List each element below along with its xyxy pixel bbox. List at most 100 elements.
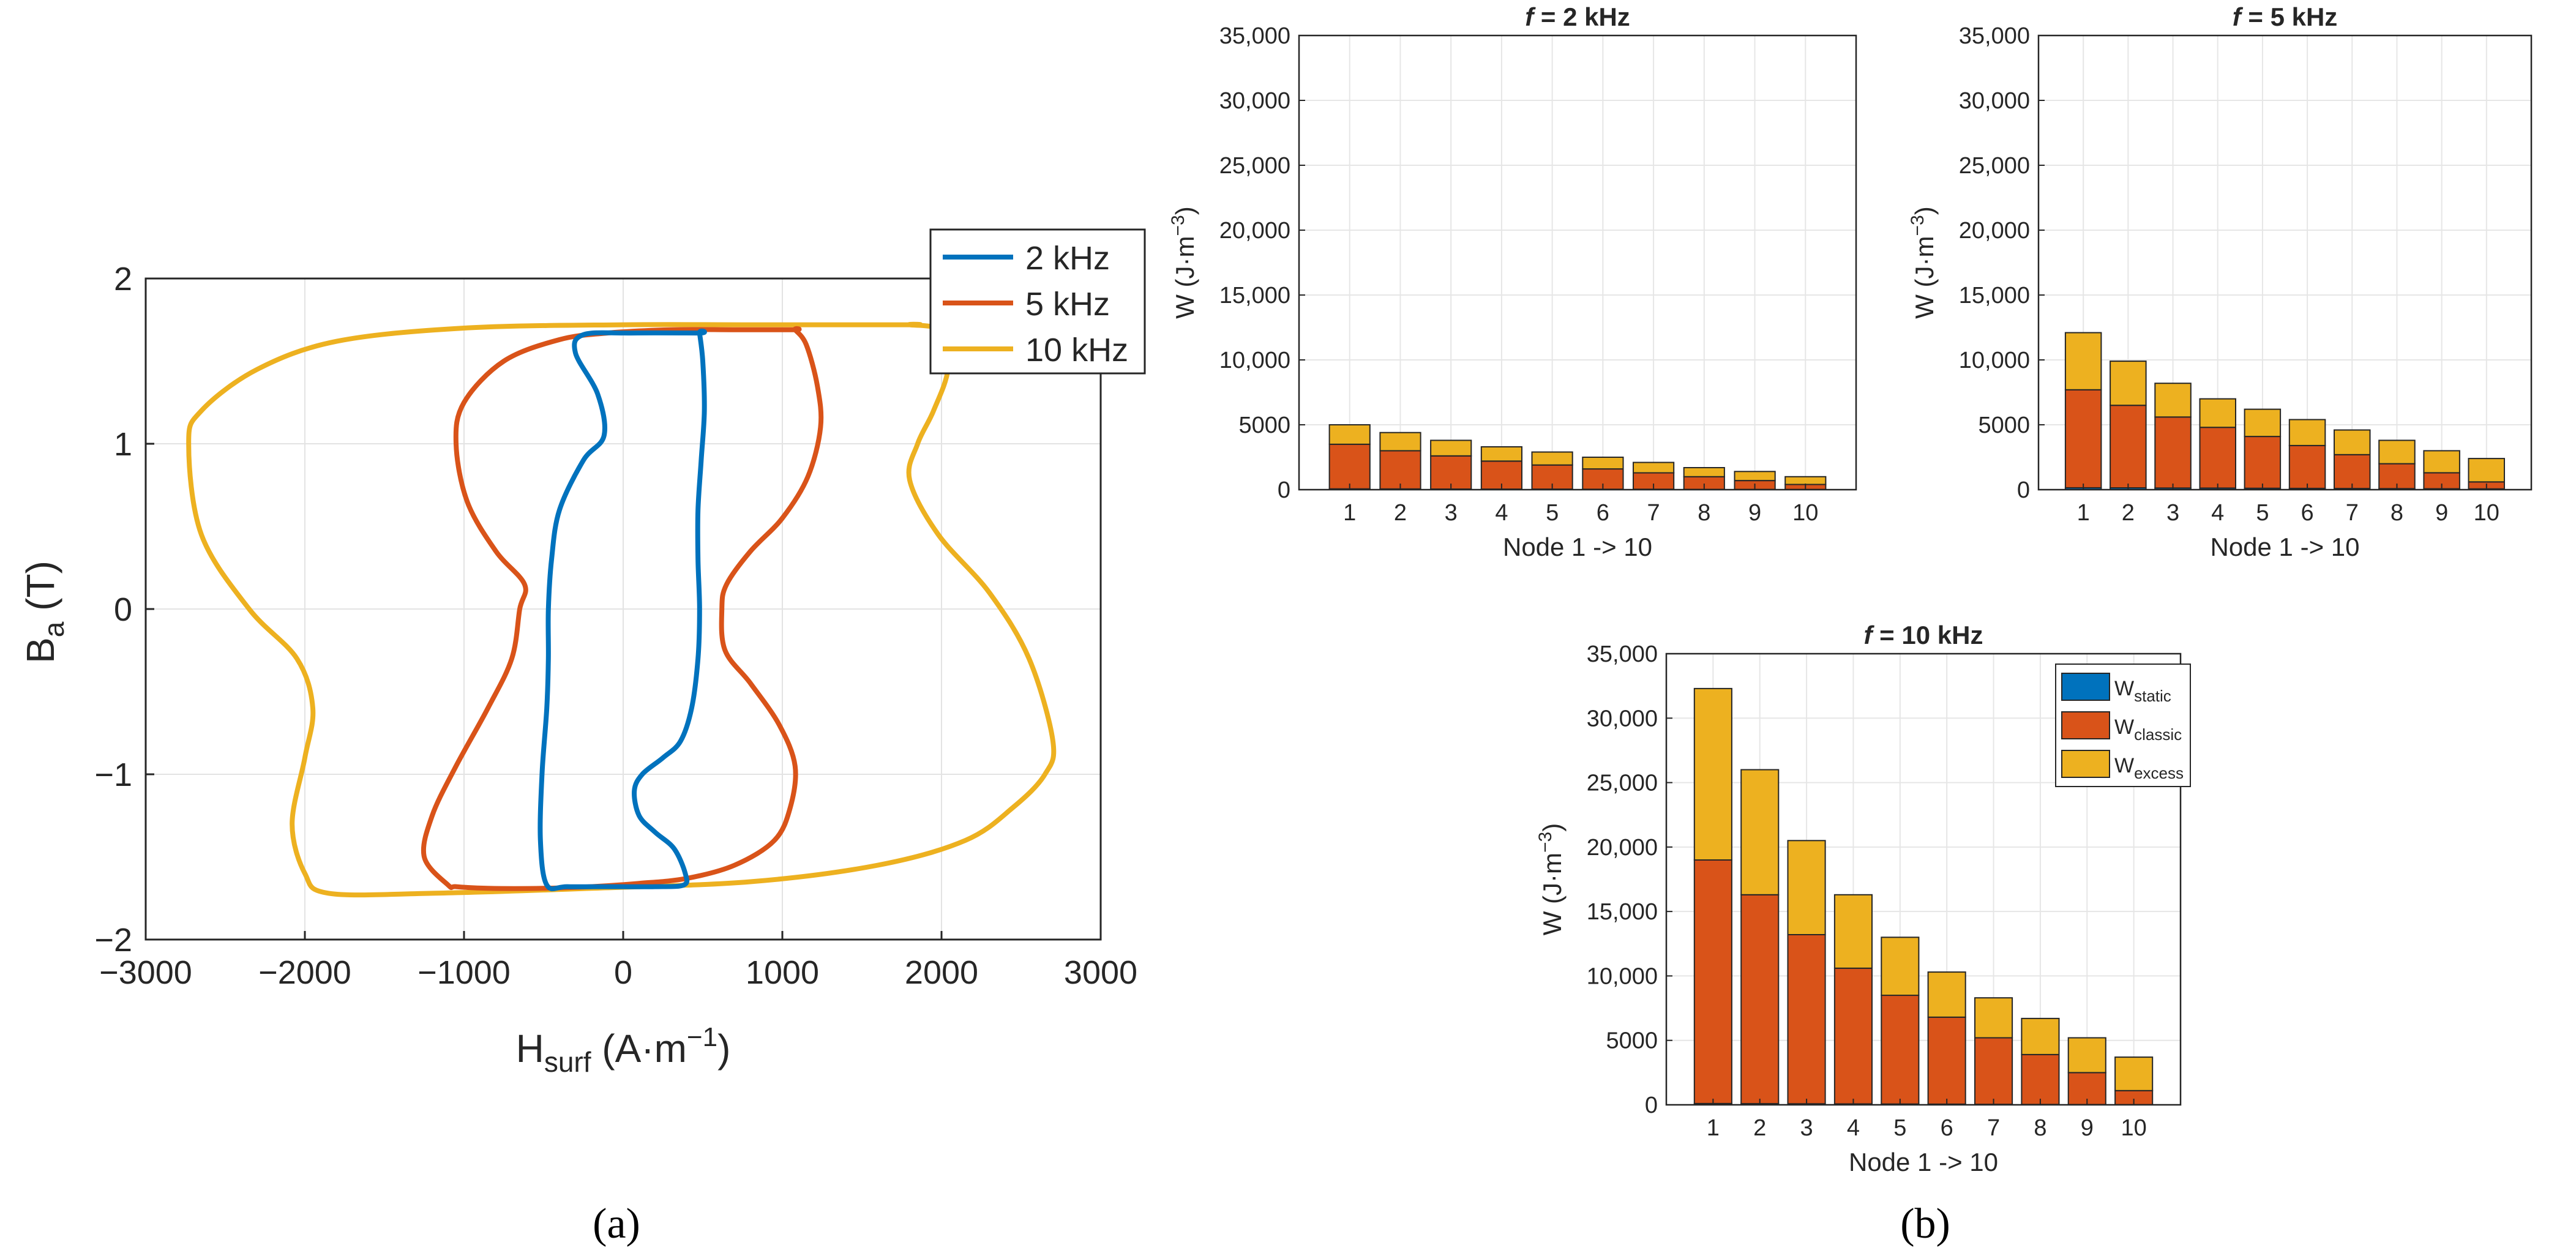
bar-w-classic-node-5 <box>1881 995 1920 1105</box>
bar-x-tick-label: 2 <box>1394 500 1407 526</box>
bar-y-tick-label: 35,000 <box>1219 23 1290 49</box>
bar-y-tick-label: 10,000 <box>1587 963 1658 989</box>
bar-x-tick-label: 4 <box>1847 1115 1860 1141</box>
x-tick-label: 2000 <box>905 954 978 991</box>
hysteresis-x-axis-label: Hsurf (A·m−1) <box>516 1022 731 1078</box>
hysteresis-loop-2khz <box>537 328 707 892</box>
legend-label-5khz: 5 kHz <box>1025 286 1110 323</box>
y-tick-label: −2 <box>94 922 132 959</box>
bar-w-excess-node-8 <box>2378 439 2416 465</box>
bar-y-tick-label: 30,000 <box>1219 88 1290 114</box>
hysteresis-y-axis-label: Ba (T) <box>18 561 70 664</box>
bar-w-excess-node-9 <box>2423 450 2460 474</box>
bar-w-classic-node-7 <box>2334 454 2371 490</box>
x-tick-label: 1000 <box>746 954 819 991</box>
bar-x-tick-label: 5 <box>1546 500 1559 526</box>
bar-w-excess-node-10 <box>2114 1056 2154 1091</box>
bar-w-excess-node-5 <box>1531 451 1573 466</box>
bar-x-tick-label: 10 <box>2474 500 2499 526</box>
x-tick-label: −3000 <box>99 954 192 991</box>
bar-w-excess-node-2 <box>1740 769 1780 895</box>
bar-w-excess-node-9 <box>2067 1037 2106 1074</box>
x-tick-label: 3000 <box>1064 954 1137 991</box>
bar-w-classic-node-1 <box>1328 443 1371 490</box>
bar-w-classic-node-4 <box>1833 967 1873 1105</box>
panel-label-a: (a) <box>593 1200 640 1247</box>
bar-x-tick-label: 3 <box>2166 500 2179 526</box>
legend-swatch-static <box>2061 673 2110 701</box>
bar-x-tick-label: 1 <box>1707 1115 1720 1141</box>
legend-swatch-excess <box>2061 750 2110 778</box>
bar-chart-title: f = 10 kHz <box>1864 621 1983 649</box>
bar-y-tick-label: 30,000 <box>1959 88 2030 114</box>
bar-y-tick-label: 20,000 <box>1959 218 2030 244</box>
bar-w-excess-node-7 <box>1633 462 1675 474</box>
bar-w-classic-node-8 <box>2021 1053 2060 1105</box>
bar-y-tick-label: 5000 <box>1238 413 1290 438</box>
bar-y-tick-label: 15,000 <box>1587 899 1658 925</box>
bar-chart-title: f = 2 kHz <box>1525 2 1630 31</box>
bar-w-excess-node-1 <box>2064 332 2102 391</box>
bar-x-tick-label: 6 <box>1597 500 1609 526</box>
bar-x-tick-label: 9 <box>1748 500 1761 526</box>
bar-w-excess-node-4 <box>2199 398 2236 428</box>
x-tick-label: 0 <box>614 954 632 991</box>
bar-w-excess-node-1 <box>1693 687 1732 861</box>
bar-y-tick-label: 5000 <box>1606 1028 1658 1054</box>
bar-w-classic-node-3 <box>2154 416 2192 489</box>
bar-x-tick-label: 7 <box>1987 1115 2000 1141</box>
bar-w-classic-node-2 <box>2110 405 2147 489</box>
bar-w-excess-node-4 <box>1480 446 1523 462</box>
y-tick-label: 2 <box>114 261 132 297</box>
bar-y-tick-label: 25,000 <box>1587 771 1658 796</box>
bar-w-excess-node-7 <box>2334 429 2371 455</box>
bar-w-excess-node-5 <box>1881 936 1920 996</box>
bar-chart-title: f = 5 kHz <box>2233 2 2338 31</box>
bar-w-classic-node-5 <box>2244 436 2282 489</box>
legend-label-classic: Wclassic <box>2114 716 2182 744</box>
bar-x-tick-label: 1 <box>2077 500 2090 526</box>
hysteresis-chart: −3000 −2000 −1000 0 1000 2000 3000 −2 −1 0 1 2 Ba (… <box>18 228 1146 1078</box>
legend-swatch-classic <box>2061 711 2110 739</box>
bar-y-axis-label: W (J·m−3) <box>1168 206 1199 319</box>
hysteresis-plot-area <box>186 321 1057 898</box>
bar-y-tick-label: 10,000 <box>1219 348 1290 373</box>
bar-w-excess-node-6 <box>2288 419 2326 446</box>
bar-x-tick-label: 6 <box>1941 1115 1953 1141</box>
y-tick-label: 1 <box>114 426 132 463</box>
bar-w-classic-node-3 <box>1787 934 1826 1105</box>
panel-label-b: (b) <box>1900 1200 1950 1247</box>
bar-y-tick-label: 0 <box>2017 477 2030 503</box>
bar-w-classic-node-4 <box>2199 427 2236 489</box>
bar-y-tick-label: 10,000 <box>1959 348 2030 373</box>
x-tick-label: −2000 <box>258 954 351 991</box>
y-tick-label: −1 <box>94 757 132 793</box>
bar-y-tick-label: 35,000 <box>1587 641 1658 667</box>
bar-w-classic-node-2 <box>1740 894 1780 1105</box>
bar-y-axis-label: W (J·m−3) <box>1535 823 1567 936</box>
bar-x-tick-label: 9 <box>2435 500 2448 526</box>
hysteresis-legend: 2 kHz 5 kHz 10 kHz <box>929 228 1146 375</box>
bar-w-excess-node-6 <box>1927 971 1966 1018</box>
y-tick-label: 0 <box>114 591 132 628</box>
bar-w-excess-node-2 <box>1379 432 1421 452</box>
bar-x-axis-label: Node 1 -> 10 <box>2210 533 2359 561</box>
bar-x-tick-label: 8 <box>2034 1115 2046 1141</box>
bar-y-tick-label: 20,000 <box>1219 218 1290 244</box>
legend-label-static: Wstatic <box>2114 677 2171 705</box>
bar-w-excess-node-7 <box>1974 997 2013 1039</box>
bar-x-tick-label: 3 <box>1800 1115 1813 1141</box>
bar-x-tick-label: 3 <box>1445 500 1458 526</box>
bar-w-excess-node-8 <box>2021 1017 2060 1055</box>
bar-w-excess-node-5 <box>2244 408 2282 438</box>
bar-w-excess-node-3 <box>1787 840 1826 936</box>
bar-y-tick-label: 30,000 <box>1587 706 1658 731</box>
bar-plot-background <box>1299 36 1856 490</box>
bar-w-classic-node-7 <box>1974 1037 2013 1105</box>
bar-x-tick-label: 7 <box>2346 500 2359 526</box>
legend-label-10khz: 10 kHz <box>1025 332 1128 368</box>
bar-w-excess-node-8 <box>1683 467 1725 477</box>
bar-x-tick-label: 5 <box>1893 1115 1906 1141</box>
bar-w-excess-node-10 <box>2468 458 2505 483</box>
